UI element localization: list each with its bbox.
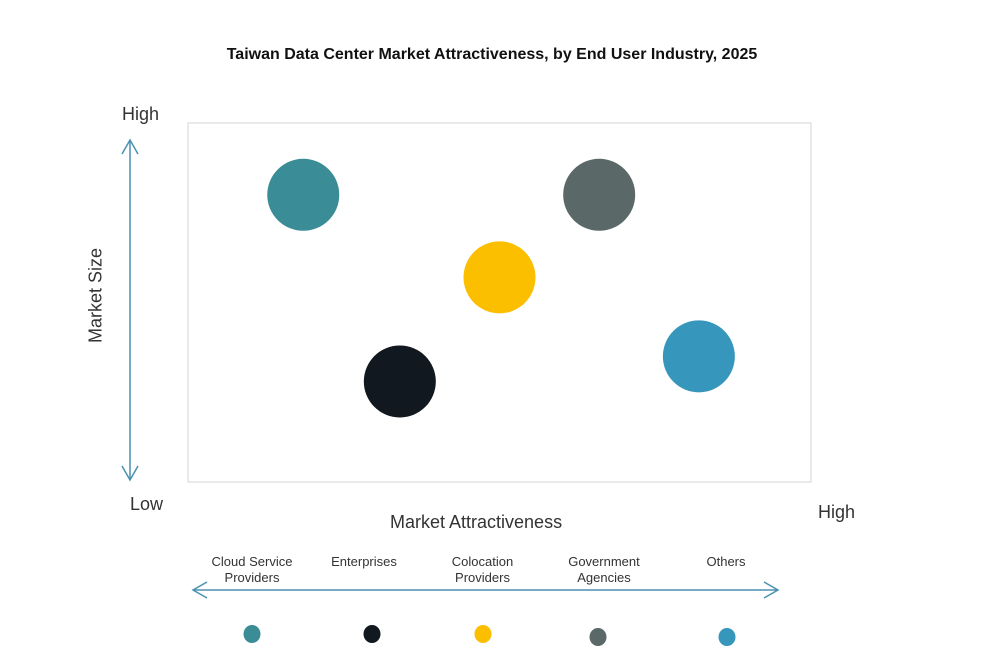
- bubble-others: [662, 320, 735, 393]
- y-arrow-head-down: [121, 465, 139, 482]
- legend-dot-cloud-service-providers: [243, 625, 261, 643]
- legend-arrow-head-left: [191, 581, 208, 599]
- chart-title: Taiwan Data Center Market Attractiveness…: [226, 46, 758, 63]
- x-low-label: Low: [130, 494, 164, 514]
- y-high-label: High: [122, 104, 160, 124]
- legend-dot-colocation-providers: [474, 625, 492, 643]
- bubble-government-agencies: [563, 158, 636, 231]
- y-axis-label: Market Size: [85, 247, 106, 344]
- x-axis-label: Market Attractiveness: [390, 512, 563, 532]
- legend-arrow: [191, 581, 780, 599]
- legend-arrow-head-right: [763, 581, 780, 599]
- bubble-enterprises: [363, 345, 436, 418]
- legend-dot-enterprises: [363, 625, 381, 643]
- bubble-colocation-providers: [463, 241, 536, 314]
- legend-dot-government-agencies: [589, 628, 607, 646]
- bubble-cloud-service-providers: [267, 158, 340, 231]
- legend-label-cloud: Cloud Service Providers: [211, 554, 293, 585]
- plot-area: [187, 122, 812, 483]
- legend-label-others: Others: [706, 554, 746, 569]
- legend-label-government: Government Agencies: [568, 554, 640, 585]
- x-high-label: High: [818, 502, 856, 522]
- legend-label-enterprises: Enterprises: [331, 554, 397, 569]
- y-arrow-head-up: [121, 138, 139, 155]
- legend-label-colocation: Colocation Providers: [451, 554, 514, 585]
- legend-dot-others: [718, 628, 736, 646]
- y-axis-arrow: [121, 138, 139, 482]
